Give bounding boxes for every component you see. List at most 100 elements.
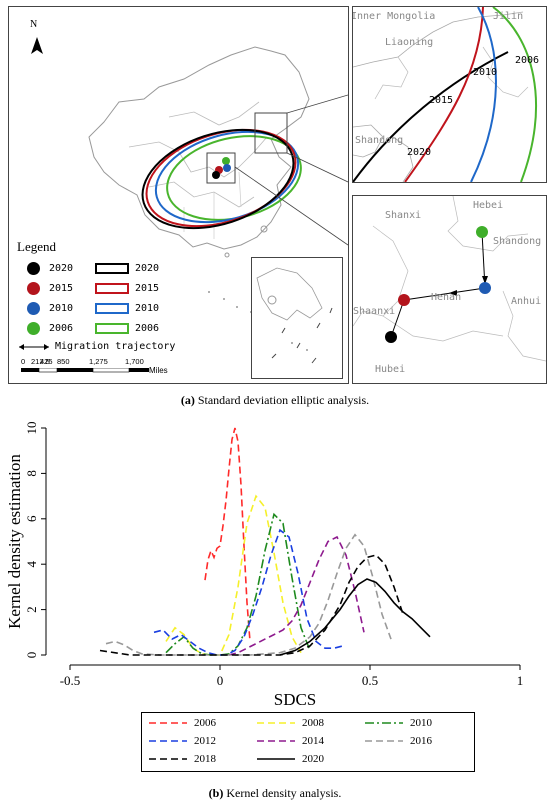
legend-title: Legend: [17, 239, 56, 254]
y-axis-label: Kernel density estimation: [5, 454, 24, 629]
legend-ellipse-label: 2015: [135, 282, 160, 294]
legend-item-2016: 2016: [364, 735, 432, 747]
legend-dot-icon: [27, 281, 40, 295]
legend-ellipse-row: 2006: [95, 320, 159, 336]
legend-line-icon: [257, 722, 295, 724]
ellipse-year-label: 2020: [407, 147, 432, 158]
legend-line-icon: [257, 740, 295, 742]
scale-tick-label: 1,275: [89, 357, 108, 366]
y-tick-label: 10: [24, 422, 39, 435]
ellipse-2010: [154, 130, 300, 224]
caption-b: (b) Kernel density analysis.: [0, 786, 550, 801]
series-line-2016: [105, 533, 392, 656]
legend-item-2018: 2018: [148, 753, 216, 765]
legend-dot-icon: [27, 261, 40, 275]
place-label: Hubei: [375, 364, 406, 375]
place-label: Hebei: [473, 200, 504, 211]
caption-b-text: Kernel density analysis.: [223, 786, 342, 800]
legend-label: 2020: [302, 753, 324, 765]
caption-a-text: Standard deviation elliptic analysis.: [194, 393, 370, 407]
place-label: Shanxi: [385, 210, 422, 221]
legend-line-icon: [149, 722, 187, 724]
series-line-2020: [279, 578, 431, 656]
series-line-2014: [228, 535, 365, 656]
legend-label: 2014: [302, 735, 324, 747]
legend-dot-row: 2010: [27, 300, 73, 316]
place-label: Shandong: [355, 135, 404, 146]
legend-item-2008: 2008: [256, 717, 324, 729]
place-label: Liaoning: [385, 37, 434, 48]
inset-central: Shanxi Hebei Shandong Henan Shaanxi Anhui Hube…: [352, 195, 547, 384]
ellipse-2020: [141, 128, 295, 230]
legend-item-2010: 2010: [364, 717, 432, 729]
y-tick-label: 4: [24, 560, 39, 567]
legend-dot-row: 2020: [27, 260, 73, 276]
series-line-2006: [204, 427, 251, 642]
x-tick-label: 0.5: [362, 673, 378, 688]
legend-label: 2012: [194, 735, 216, 747]
caption-b-prefix: (b): [208, 786, 224, 800]
legend-dot-label: 2020: [49, 262, 74, 274]
y-tick-label: 0: [24, 652, 39, 659]
scale-tick-label: 1,700: [125, 357, 144, 366]
inset-northeast: Inner Mongolia Jilin Liaoning Shandong 2006…: [352, 6, 547, 183]
y-tick-label: 6: [24, 515, 39, 522]
x-tick-label: -0.5: [60, 673, 81, 688]
x-tick-label: 1: [517, 673, 524, 688]
scale-unit: Miles: [149, 366, 168, 375]
ellipse-year-label: 2015: [429, 95, 454, 106]
scale-tick-label: 212.5: [31, 357, 50, 366]
x-axis-label: SDCS: [274, 690, 317, 709]
legend-dot-label: 2015: [49, 282, 74, 294]
place-label: Inner Mongolia: [352, 11, 436, 22]
caption-a: (a) Standard deviation elliptic analysis…: [0, 393, 550, 408]
series-line-2018: [99, 554, 404, 656]
legend-item-2020: 2020: [256, 753, 324, 765]
legend-label: 2010: [410, 717, 432, 729]
migration-label: Migration trajectory: [55, 341, 176, 352]
migration-arrow-icon: [19, 343, 49, 350]
place-label: Jilin: [493, 11, 524, 22]
place-label: Anhui: [511, 296, 542, 307]
place-label: Shaanxi: [353, 306, 396, 317]
x-tick-label: 0: [217, 673, 224, 688]
legend-label: 2018: [194, 753, 216, 765]
legend-ellipse-icon: [95, 282, 129, 294]
place-label: Henan: [431, 292, 462, 303]
scale-bar: 0 212.5 425 850 1,275 1,700 Miles: [21, 357, 171, 379]
legend-ellipse-row: 2020: [95, 260, 159, 276]
caption-a-prefix: (a): [180, 393, 195, 407]
legend-dot-icon: [27, 301, 40, 315]
kde-legend: 2006 2008 2010 2012 2014 2016 2018 2020: [141, 712, 475, 772]
legend-line-icon: [149, 758, 187, 760]
legend-dot-row: 2015: [27, 280, 73, 296]
legend-ellipse-icon: [95, 322, 129, 334]
place-label: Shandong: [493, 236, 542, 247]
legend-label: 2016: [410, 735, 432, 747]
legend-label: 2008: [302, 717, 324, 729]
south-china-sea-inset: [251, 257, 343, 379]
scale-tick-label: 850: [57, 357, 70, 366]
legend-item-2012: 2012: [148, 735, 216, 747]
legend-dot-label: 2010: [49, 302, 74, 314]
china-map: [31, 37, 348, 313]
ellipse-year-label: 2010: [473, 67, 498, 78]
series-line-2012: [153, 528, 344, 656]
legend-label: 2006: [194, 717, 216, 729]
legend-line-icon: [365, 722, 403, 724]
legend-dot-row: 2006: [27, 320, 73, 336]
legend-ellipse-icon: [95, 262, 129, 274]
legend-ellipse-icon: [95, 302, 129, 314]
legend-line-icon: [365, 740, 403, 742]
y-tick-label: 8: [24, 470, 39, 477]
legend-dot-icon: [27, 321, 40, 335]
legend-ellipse-label: 2020: [135, 262, 160, 274]
legend-ellipse-label: 2010: [135, 302, 160, 314]
legend-line-icon: [149, 740, 187, 742]
legend-dot-label: 2006: [49, 322, 74, 334]
y-tick-label: 2: [24, 606, 39, 613]
legend-line-icon: [257, 758, 295, 760]
scale-tick-label: 0: [21, 357, 26, 366]
legend-ellipse-row: 2010: [95, 300, 159, 316]
main-map-panel: N Legend Migration trajectory 0 212.5 425 8…: [8, 6, 349, 384]
